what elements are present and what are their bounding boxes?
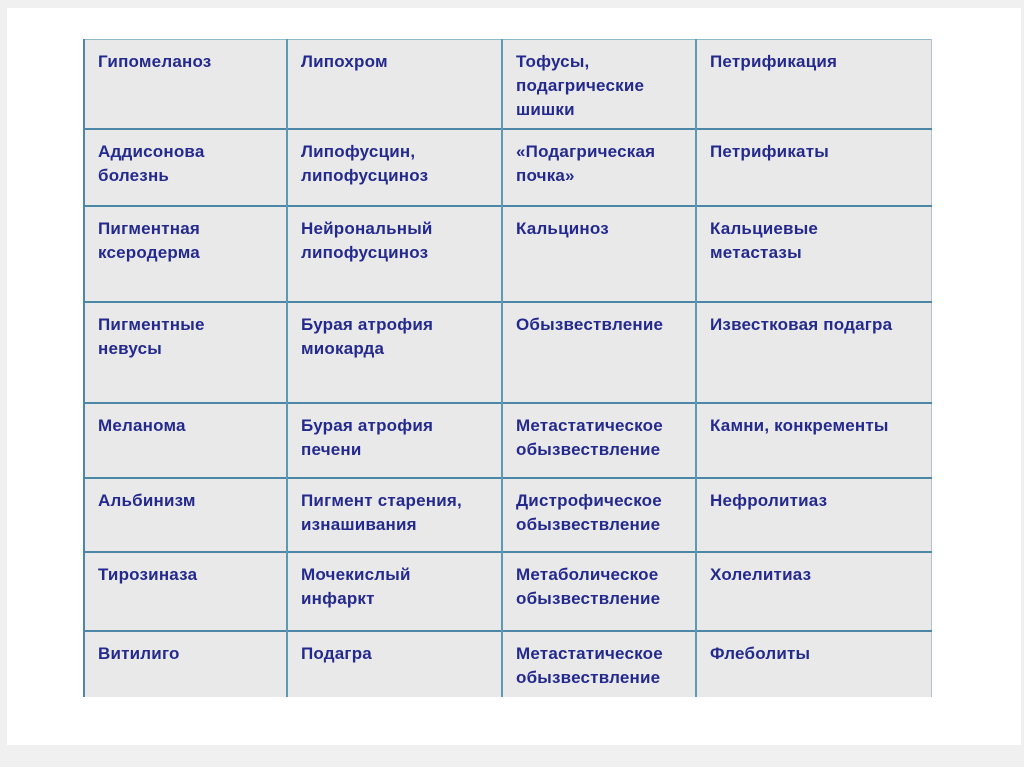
table-row: Тирозиназа Мочекислый инфаркт Метаболиче… — [84, 551, 931, 631]
table-cell: Бурая атрофия печени — [286, 402, 502, 478]
table-cell: Пигментная ксеродерма — [84, 205, 287, 302]
table-cell: Камни, конкременты — [695, 402, 931, 478]
table-cell: Метастатическое обызвествление — [501, 402, 696, 478]
table-cell: Нефролитиаз — [695, 477, 931, 552]
table-cell: Меланома — [84, 402, 287, 478]
pathology-table: Гипомеланоз Липохром Тофусы, подагрическ… — [83, 39, 932, 697]
table-cell: Липохром — [286, 39, 502, 129]
slide-canvas: Гипомеланоз Липохром Тофусы, подагрическ… — [7, 8, 1021, 745]
table-cell: Петрификация — [695, 39, 931, 129]
table-cell: Тофусы, подагрические шишки — [501, 39, 696, 129]
table-cell: Аддисонова болезнь — [84, 128, 287, 206]
table-cell: Известковая подагра — [695, 301, 931, 403]
table-cell: Кальциевые метастазы — [695, 205, 931, 302]
table-row: Меланома Бурая атрофия печени Метастатич… — [84, 402, 931, 478]
pathology-table-container: Гипомеланоз Липохром Тофусы, подагрическ… — [83, 39, 932, 697]
table-cell: Витилиго — [84, 630, 287, 697]
table-cell: Флеболиты — [695, 630, 931, 697]
table-cell: Мочекислый инфаркт — [286, 551, 502, 631]
table-row: Альбинизм Пигмент старения, изнашивания … — [84, 477, 931, 552]
table-cell: Метаболическое обызвествление — [501, 551, 696, 631]
table-cell: Подагра — [286, 630, 502, 697]
table-cell: Альбинизм — [84, 477, 287, 552]
table-cell: Пигмент старения, изнашивания — [286, 477, 502, 552]
table-cell: Метастатическое обызвествление — [501, 630, 696, 697]
table-cell: Холелитиаз — [695, 551, 931, 631]
table-cell: Нейрональный липофусциноз — [286, 205, 502, 302]
table-cell: Липофусцин, липофусциноз — [286, 128, 502, 206]
table-cell: Петрификаты — [695, 128, 931, 206]
table-cell: Обызвествление — [501, 301, 696, 403]
table-cell: Пигментные невусы — [84, 301, 287, 403]
table-cell: Тирозиназа — [84, 551, 287, 631]
table-row: Пигментная ксеродерма Нейрональный липоф… — [84, 205, 931, 302]
table-cell: «Подагрическая почка» — [501, 128, 696, 206]
table-row: Гипомеланоз Липохром Тофусы, подагрическ… — [84, 39, 931, 129]
table-row: Пигментные невусы Бурая атрофия миокарда… — [84, 301, 931, 403]
table-cell: Гипомеланоз — [84, 39, 287, 129]
table-cell: Кальциноз — [501, 205, 696, 302]
table-row: Аддисонова болезнь Липофусцин, липофусци… — [84, 128, 931, 206]
table-row: Витилиго Подагра Метастатическое обызвес… — [84, 630, 931, 697]
table-cell: Бурая атрофия миокарда — [286, 301, 502, 403]
table-cell: Дистрофическое обызвествление — [501, 477, 696, 552]
